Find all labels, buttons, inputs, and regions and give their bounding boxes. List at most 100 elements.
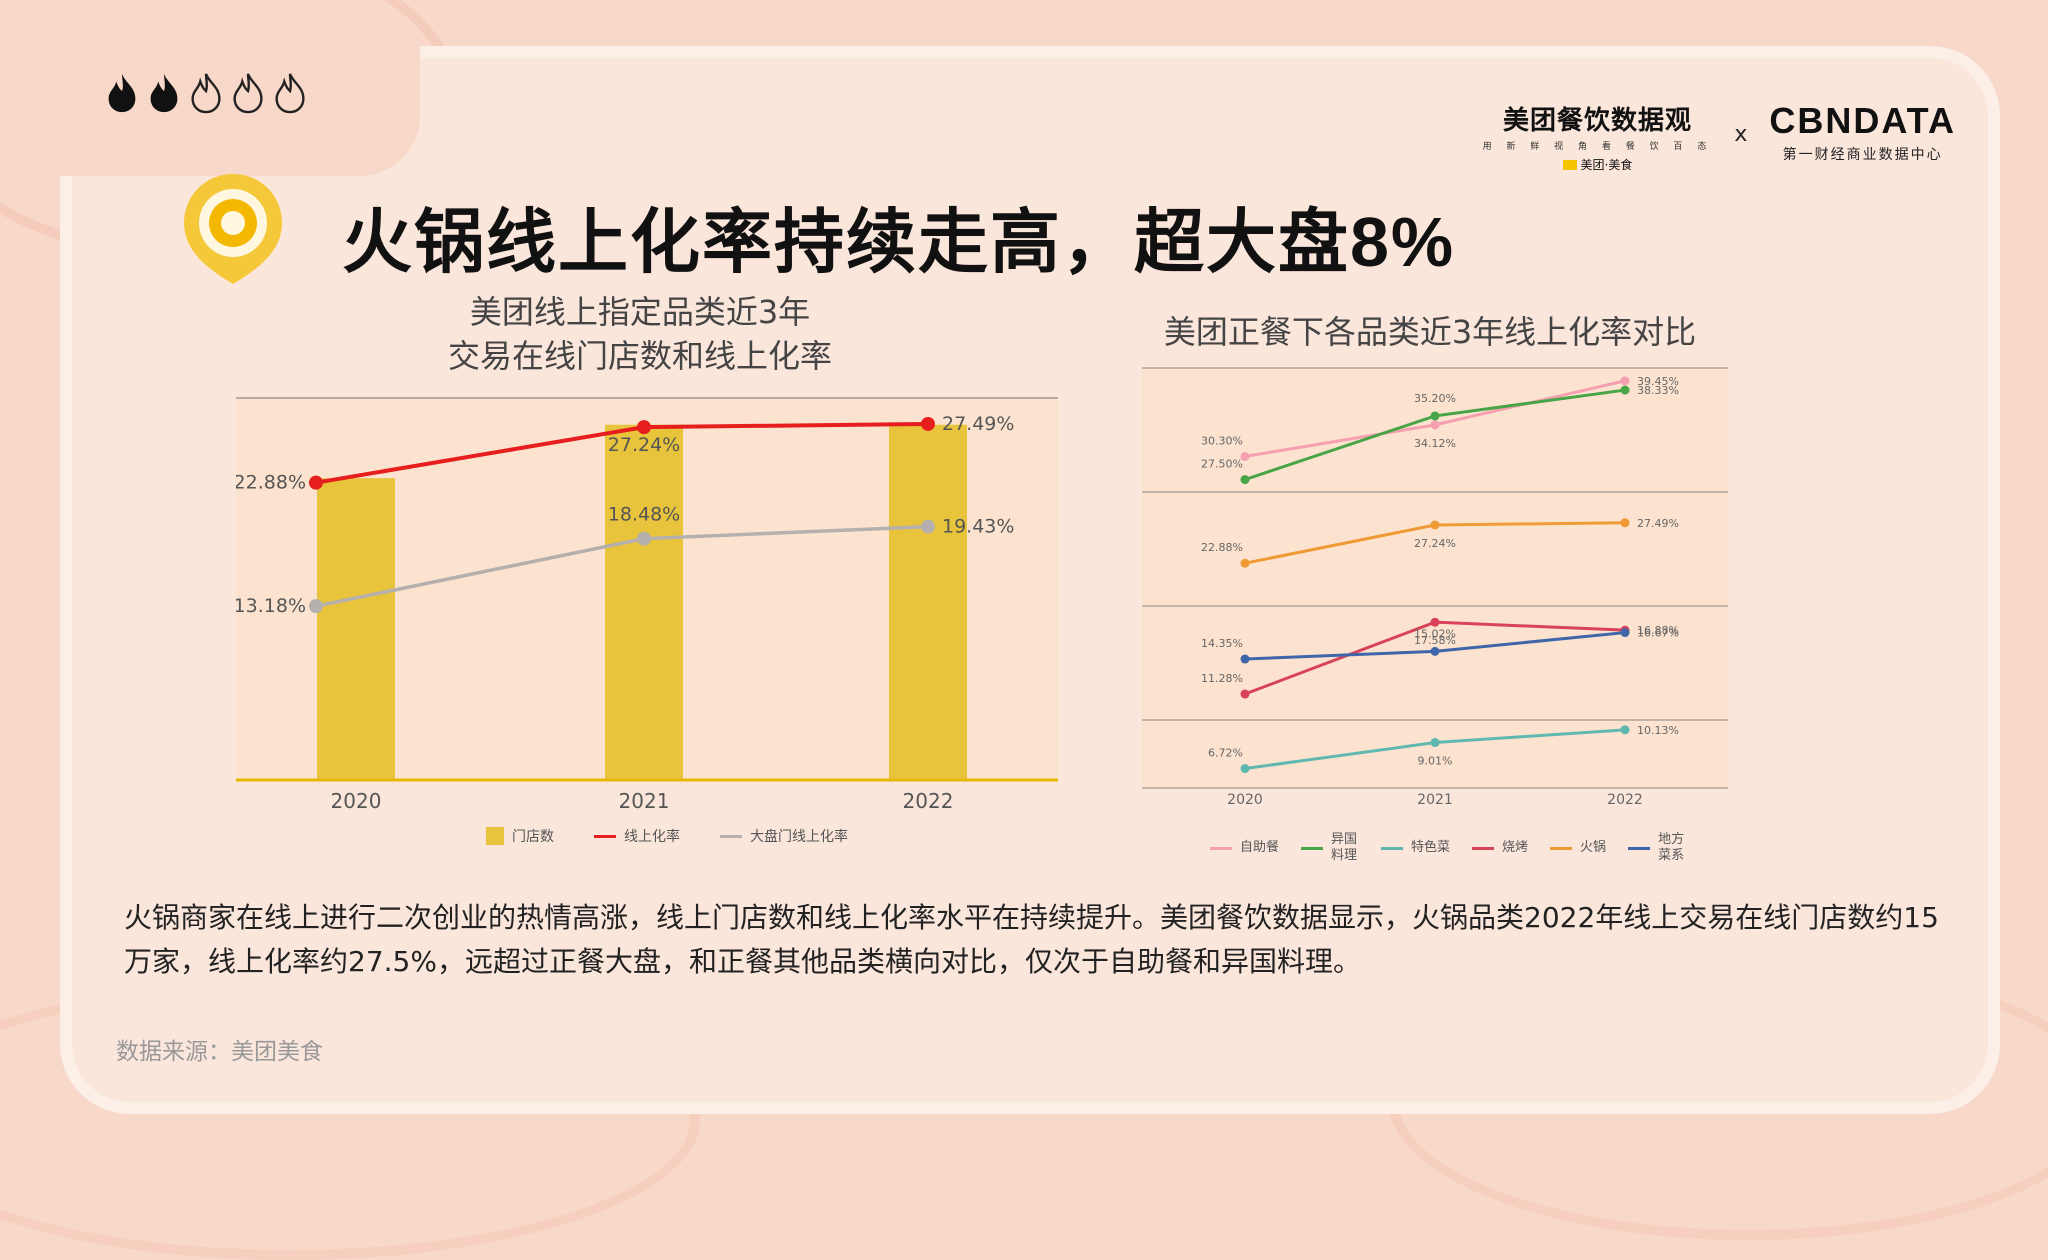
chart1-data-point	[921, 416, 935, 431]
chart1-data-label: 27.24%	[608, 434, 680, 456]
data-source: 数据来源：美团美食	[116, 1039, 323, 1065]
chart2-data-label: 16.88%	[1637, 624, 1679, 637]
flame-filled-icon	[108, 73, 136, 113]
chart2-data-point	[1430, 738, 1440, 748]
chart1-data-point	[309, 475, 323, 490]
meituan-logo: 美团餐饮数据观 用 新 鲜 视 角 看 餐 饮 百 态 美团·美食	[1483, 100, 1713, 173]
heat-rating	[104, 72, 308, 114]
chart1-data-point	[309, 599, 323, 614]
chart2-data-point	[1430, 646, 1440, 656]
chart2-x-tick: 2021	[1417, 792, 1453, 808]
chart2-data-label: 34.12%	[1414, 437, 1456, 450]
legend2-label: 火锅	[1580, 840, 1607, 855]
meituan-logo-slogan: 用 新 鲜 视 角 看 餐 饮 百 态	[1482, 142, 1713, 152]
chart2-data-point	[1620, 376, 1630, 386]
chart2-data-point	[1430, 617, 1440, 627]
chart2-title: 美团正餐下各品类近3年线上化率对比	[1163, 313, 1697, 351]
chart2-data-label: 14.35%	[1201, 637, 1243, 650]
chart2-data-point	[1240, 654, 1250, 664]
body-paragraph: 火锅商家在线上进行二次创业的热情高涨，线上门店数和线上化率水平在持续提升。美团餐…	[124, 901, 1939, 978]
flame-filled-icon	[150, 73, 178, 113]
location-pin-icon	[184, 174, 282, 284]
page-title: 火锅线上化率持续走高，超大盘8%	[342, 203, 1456, 281]
chart2-data-point	[1430, 520, 1440, 530]
chart2-data-label: 39.45%	[1637, 375, 1679, 388]
chart1-bar	[889, 424, 967, 780]
legend-swatch-line1	[594, 834, 616, 838]
logo-bar: 美团餐饮数据观 用 新 鲜 视 角 看 餐 饮 百 态 美团·美食 x CBND…	[1483, 100, 1956, 173]
chart1-data-label: 27.49%	[942, 413, 1014, 435]
chart2-data-label: 10.13%	[1637, 724, 1679, 737]
meituan-logo-text: 美团餐饮数据观	[1502, 106, 1692, 136]
chart2-data-point	[1620, 628, 1630, 638]
chart1-data-point	[637, 531, 651, 546]
chart2-data-label: 27.24%	[1414, 537, 1456, 550]
chart1-data-label: 19.43%	[942, 516, 1014, 538]
logo-separator: x	[1734, 122, 1748, 147]
chart1-legend: 门店数 线上化率 大盘门线上化率	[486, 826, 848, 846]
chart2-data-label: 16.67%	[1637, 627, 1679, 640]
chart1-bar	[605, 424, 683, 780]
meituan-mark-icon	[1562, 159, 1577, 170]
chart1-x-tick: 2022	[903, 789, 954, 813]
chart2-data-point	[1240, 475, 1250, 485]
chart2-data-label: 17.58%	[1414, 634, 1456, 647]
legend2-label: 异国料理	[1331, 832, 1358, 863]
chart2-data-label: 27.49%	[1637, 517, 1679, 530]
chart2-data-point	[1240, 558, 1250, 568]
chart2-data-label: 11.28%	[1201, 672, 1243, 685]
chart2-data-label: 35.20%	[1414, 392, 1456, 405]
legend2-item: 自助餐	[1210, 840, 1279, 856]
chart1-title: 美团线上指定品类近3年 交易在线门店数和线上化率	[330, 290, 950, 378]
legend2-swatch	[1472, 846, 1495, 850]
chart2-data-point	[1240, 451, 1250, 461]
legend2-item: 特色菜	[1381, 840, 1450, 856]
chart2-data-label: 30.30%	[1201, 434, 1243, 447]
chart2-line-chart: 30.30% 34.12% 39.45% 27.50% 35.20% 38.33% 22.8…	[1142, 367, 1728, 808]
legend2-item: 地方菜系	[1628, 832, 1686, 864]
chart2-x-tick: 2022	[1607, 792, 1643, 808]
chart2-data-point	[1620, 725, 1630, 735]
chart1-data-point	[921, 519, 935, 534]
legend-label-bars: 门店数	[512, 829, 554, 845]
legend2-swatch	[1550, 846, 1573, 850]
chart2-data-label: 15.02%	[1414, 627, 1456, 640]
chart2-legend: 自助餐 异国料理 特色菜 烧烤 火锅 地方菜系	[1210, 832, 1686, 864]
cbndata-logo: CBNDATA 第一财经商业数据中心	[1769, 100, 1956, 164]
chart2-data-label: 38.33%	[1637, 384, 1679, 397]
legend-swatch-bars	[486, 827, 504, 845]
cbndata-logo-sub: 第一财经商业数据中心	[1782, 147, 1943, 163]
chart2-data-point	[1240, 764, 1250, 774]
chart2-data-label: 9.01%	[1418, 755, 1453, 768]
flame-outline-icon	[233, 73, 263, 114]
chart1-x-tick: 2021	[619, 789, 670, 813]
legend2-item: 异国料理	[1301, 832, 1359, 864]
legend2-label: 特色菜	[1411, 840, 1451, 855]
legend2-swatch	[1628, 846, 1651, 850]
chart2-data-point	[1430, 411, 1440, 421]
meituan-brand: 美团·美食	[1580, 158, 1633, 172]
chart2-data-point	[1240, 689, 1250, 699]
chart2-data-label: 22.88%	[1201, 541, 1243, 554]
chart1-title-line1: 美团线上指定品类近3年	[469, 293, 811, 331]
chart1-title-line2: 交易在线门店数和线上化率	[447, 337, 832, 375]
chart2-plot-area	[1142, 368, 1728, 788]
legend-swatch-line2	[720, 834, 742, 838]
chart1-data-label: 22.88%	[236, 472, 306, 494]
legend2-swatch	[1301, 846, 1324, 850]
legend2-swatch	[1210, 846, 1232, 850]
flame-outline-icon	[191, 73, 221, 114]
legend2-label: 烧烤	[1502, 840, 1529, 855]
chart1-data-label: 13.18%	[236, 595, 306, 617]
legend2-label: 地方菜系	[1658, 832, 1685, 863]
legend2-swatch	[1381, 846, 1404, 850]
legend2-label: 自助餐	[1240, 840, 1280, 855]
chart1-data-label: 18.48%	[608, 504, 680, 526]
legend2-item: 烧烤	[1472, 840, 1528, 856]
flame-outline-icon	[275, 73, 305, 114]
cbndata-logo-text: CBNDATA	[1769, 100, 1956, 141]
chart2-data-label: 6.72%	[1208, 747, 1243, 760]
chart2-x-tick: 2020	[1227, 792, 1263, 808]
chart1-combo-chart: 2020 2021 2022 22.88% 27.24% 27.49% 13.18% 18.4…	[236, 397, 1058, 813]
legend-label-line2: 大盘门线上化率	[750, 829, 848, 845]
